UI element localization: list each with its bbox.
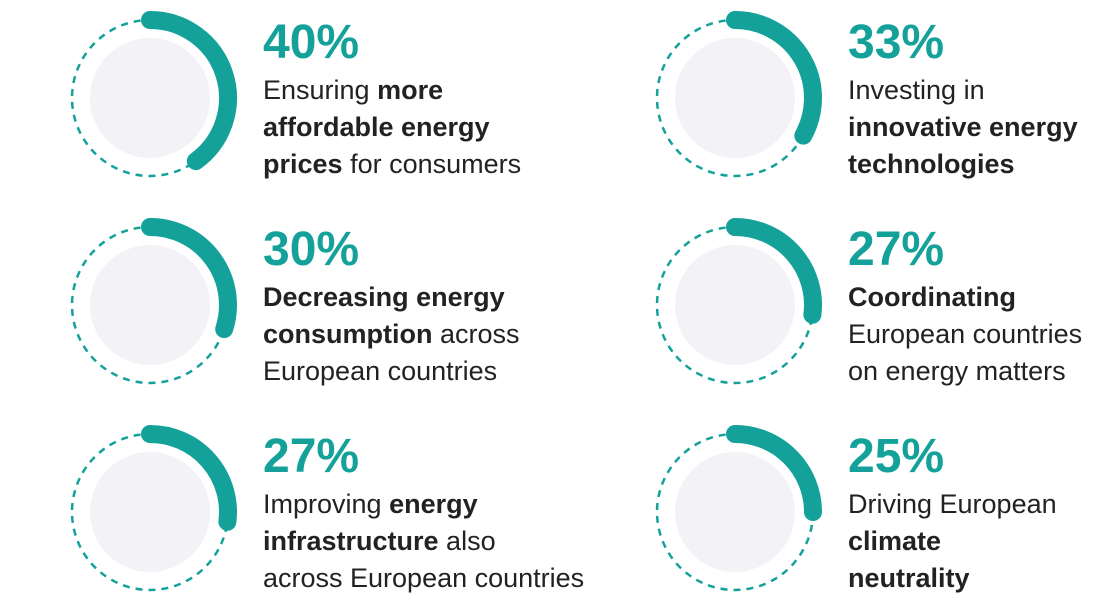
description-segment: also (439, 526, 496, 556)
description-line: Coordinating (848, 282, 1016, 312)
description-segment: Investing in (848, 75, 985, 105)
percentage: 27% (263, 430, 359, 483)
illustration-backdrop (90, 245, 210, 365)
description-segment: prices (263, 149, 343, 179)
description-segment: climate (848, 526, 941, 556)
description-line: climate (848, 526, 941, 556)
percentage: 40% (263, 16, 359, 69)
illustration-backdrop (675, 452, 795, 572)
description-segment: on energy matters (848, 356, 1066, 386)
description-segment: Improving (263, 489, 389, 519)
description-segment: more (377, 75, 443, 105)
description-line: Driving European (848, 489, 1057, 519)
description-line: affordable energy (263, 112, 490, 142)
description-line: across European countries (263, 563, 584, 593)
description-line: Improving energy (263, 489, 478, 519)
description-line: Decreasing energy (263, 282, 505, 312)
description-segment: neutrality (848, 563, 970, 593)
description-line: technologies (848, 149, 1015, 179)
percentage: 27% (848, 223, 944, 276)
item: 30% Decreasing energy consumption across Eu… (72, 223, 520, 386)
percentage: 33% (848, 16, 944, 69)
description-line: European countries (263, 356, 497, 386)
description-segment: European countries (848, 319, 1082, 349)
description-line: neutrality (848, 563, 970, 593)
description-line: prices for consumers (263, 149, 521, 179)
description-segment: European countries (263, 356, 497, 386)
description-segment: Ensuring (263, 75, 377, 105)
infographic: 40% Ensuring more affordable energy prices … (0, 0, 1106, 598)
description-segment: across European countries (263, 563, 584, 593)
description-segment: technologies (848, 149, 1015, 179)
illustration-backdrop (675, 38, 795, 158)
description-line: consumption across (263, 319, 520, 349)
illustration-backdrop (90, 38, 210, 158)
illustration-backdrop (90, 452, 210, 572)
description-line: European countries (848, 319, 1082, 349)
percentage: 25% (848, 430, 944, 483)
description-segment: across (433, 319, 520, 349)
percentage: 30% (263, 223, 359, 276)
description-segment: infrastructure (263, 526, 439, 556)
item: 25% Driving European climate neutrality (657, 430, 1057, 593)
description-line: infrastructure also (263, 526, 496, 556)
description-segment: Decreasing energy (263, 282, 505, 312)
description-segment: Driving European (848, 489, 1057, 519)
item: 33% Investing in innovative energy technolo… (657, 16, 1078, 179)
item: 40% Ensuring more affordable energy prices … (72, 16, 521, 179)
description-segment: affordable energy (263, 112, 490, 142)
description-line: on energy matters (848, 356, 1066, 386)
illustration-backdrop (675, 245, 795, 365)
description-segment: for consumers (343, 149, 522, 179)
description-segment: innovative energy (848, 112, 1078, 142)
description-line: Investing in (848, 75, 985, 105)
description-segment: consumption (263, 319, 433, 349)
description-line: Ensuring more (263, 75, 443, 105)
description-segment: energy (389, 489, 478, 519)
description-segment: Coordinating (848, 282, 1016, 312)
item: 27% Coordinating European countries on ener… (657, 223, 1082, 386)
item: 27% Improving energy infrastructure also ac… (72, 430, 584, 593)
description-line: innovative energy (848, 112, 1078, 142)
